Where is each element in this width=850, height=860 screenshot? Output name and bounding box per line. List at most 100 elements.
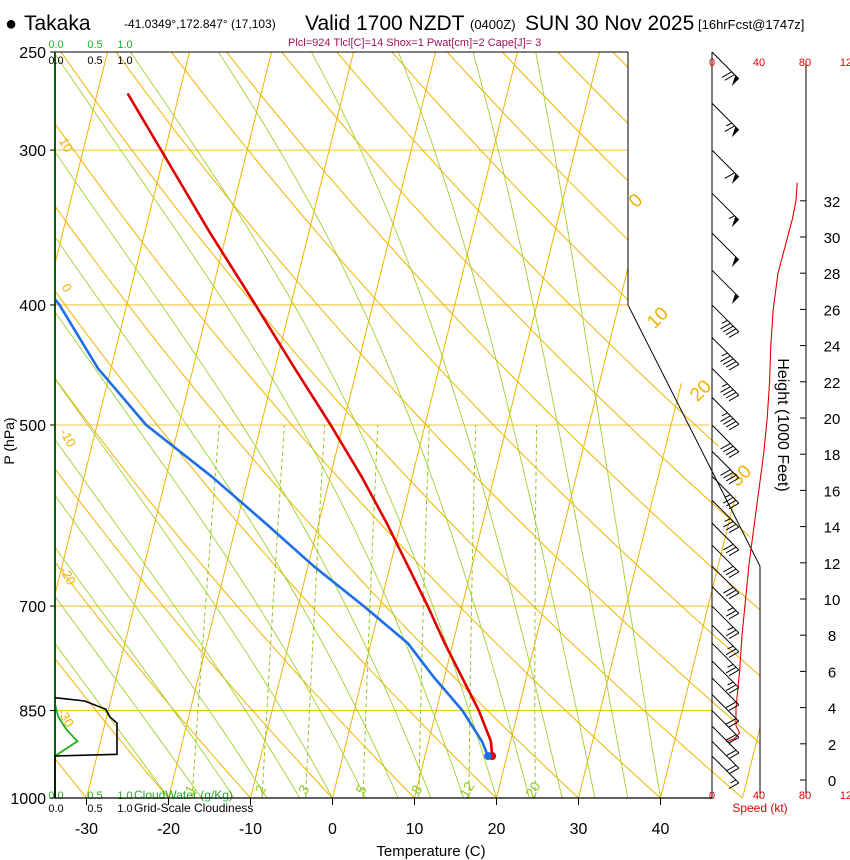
height-tick-label: 26: [824, 302, 841, 319]
dry-adiabat-line: [55, 52, 441, 798]
wind-barb-flag: [725, 749, 737, 757]
wind-barb: [711, 660, 740, 689]
wind-barb-half-flag: [721, 320, 728, 324]
pressure-tick-label: 400: [19, 298, 46, 315]
wind-barb-flag: [723, 586, 734, 594]
wind-barb-flag: [725, 474, 737, 482]
wind-barb-half-flag: [725, 122, 733, 127]
axes: -30 -20 -10 0 10 20 30 402503004005007008501000…: [1, 45, 712, 860]
cloudwater-tick-top: 0.0: [48, 39, 63, 51]
wind-barb-flag: [725, 421, 737, 428]
wind-barb: [711, 102, 740, 131]
wind-barb-flag: [728, 632, 740, 640]
moist-adiabat-line: [55, 52, 432, 798]
x-tick-label: 0: [328, 821, 337, 838]
cloudiness-tick-bottom: 1.0: [117, 803, 132, 815]
dry-adiabat-line: [55, 52, 760, 798]
surface-dewpoint-marker: [484, 752, 493, 761]
wind-barb: [711, 586, 740, 614]
sounding-profiles: [55, 92, 497, 761]
height-tick-label: 24: [824, 339, 841, 356]
wind-barb-half-flag: [721, 383, 728, 388]
dry-adiabat-line: [83, 52, 760, 798]
wind-barb-half-flag: [727, 681, 734, 686]
wind-barb: [711, 337, 740, 365]
wind-barb: [711, 367, 740, 396]
x-tick-label: -10: [239, 821, 262, 838]
dry-adiabat-line: [55, 52, 608, 798]
pressure-tick-label: 700: [19, 599, 46, 616]
wind-barb-flag: [723, 325, 734, 333]
wind-barb-flag: [724, 74, 735, 81]
mixing-ratio-line: [305, 424, 326, 798]
valid-time: Valid 1700 NZDT: [305, 12, 465, 35]
dewpoint-line: [55, 93, 490, 757]
height-tick-label: 12: [824, 556, 841, 573]
wind-barb-flag: [725, 718, 737, 725]
height-tick-label: 6: [828, 664, 836, 681]
moist-adiabat-line: [55, 52, 169, 798]
speed-tick-bottom: 40: [753, 790, 765, 802]
wind-barb: [711, 694, 740, 722]
moist-adiabat-line: [55, 52, 268, 798]
title-bullet: ●: [5, 13, 18, 35]
x-tick-label: -30: [75, 821, 98, 838]
cloudwater-tick-bottom: 0.5: [87, 790, 102, 802]
wind-barb-flag: [720, 355, 731, 363]
dry-adiabat-line: [239, 52, 760, 798]
wind-barb-flag: [728, 592, 740, 600]
wind-barb-flag: [728, 767, 740, 775]
cloudiness-tick-top: 1.0: [117, 55, 132, 67]
height-axis-label: Height (1000 Feet): [774, 358, 791, 491]
dry-adiabat-line: [55, 52, 760, 798]
wind-barb-flag: [725, 648, 737, 656]
dry-adiabat-line: [55, 52, 691, 798]
pressure-tick-label: 250: [19, 45, 46, 62]
height-tick-label: 32: [824, 194, 841, 211]
wind-barb-flag: [728, 752, 740, 760]
moist-adiabat-line: [55, 52, 235, 798]
wind-barb: [711, 269, 740, 298]
speed-tick-top: 40: [753, 57, 765, 69]
dry-adiabat-line: [187, 52, 760, 798]
wind-barb-flag: [725, 448, 737, 456]
moist-adiabat-line: [130, 52, 497, 798]
moist-adiabat-line: [55, 52, 366, 798]
wind-barb-flag: [728, 363, 740, 371]
wind-barb-flag: [724, 172, 735, 179]
height-tick-label: 28: [824, 266, 841, 283]
mixing-ratio-label: 12: [456, 779, 478, 801]
height-tick-label: 2: [828, 737, 836, 754]
wind-barb-flag: [723, 565, 734, 573]
wind-barb-flag: [725, 546, 737, 554]
wind-barb-flag: [728, 394, 740, 402]
temperature-line: [126, 92, 494, 757]
height-tick-label: 20: [824, 411, 841, 428]
isotherm-line: [250, 52, 436, 798]
moist-adiabat-line: [472, 52, 629, 798]
wind-barb: [711, 304, 740, 333]
forecast-date: SUN 30 Nov 2025: [525, 12, 695, 35]
wind-barb-flag: [720, 469, 731, 476]
wind-barb: [711, 51, 740, 80]
wind-barb-flag: [728, 704, 740, 711]
cloudwater-label: CloudWater (g/Kg): [134, 788, 233, 802]
moist-adiabat-line: [55, 52, 202, 798]
wind-barb: [711, 475, 740, 504]
station-coords: -41.0349°,172.847° (17,103): [124, 17, 276, 31]
isotherm-label: 10: [643, 303, 673, 333]
mixing-ratio-label: 2: [251, 782, 269, 797]
wind-barb-pennant: [731, 256, 739, 268]
x-tick-label: 10: [406, 821, 424, 838]
mixing-ratio-line: [261, 424, 285, 798]
cloudwater-tick-top: 1.0: [117, 39, 132, 51]
wind-barb-half-flag: [728, 215, 735, 220]
dry-adiabat-label: 0: [59, 281, 76, 295]
mixing-ratio-label: 8: [408, 782, 426, 797]
dry-adiabat-line: [290, 52, 760, 798]
moist-adiabat-line: [218, 52, 530, 798]
speed-tick-top: 12: [840, 57, 850, 69]
moist-adiabat-line: [55, 52, 301, 798]
wind-barb-flag: [723, 358, 734, 365]
wind-barb-flag: [728, 687, 740, 694]
